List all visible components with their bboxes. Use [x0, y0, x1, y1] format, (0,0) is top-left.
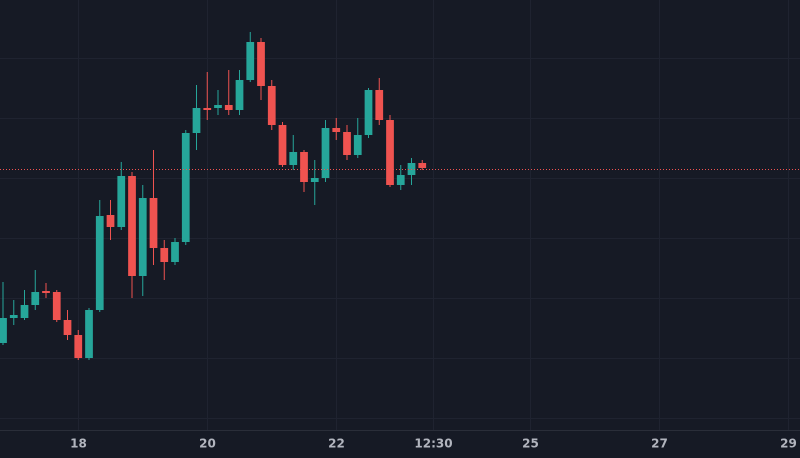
x-tick-label: 25 [522, 437, 539, 451]
candle-body [235, 80, 244, 110]
candle-body [181, 133, 190, 242]
candle-body [52, 292, 61, 320]
candle-body [95, 216, 104, 310]
candle-body [31, 292, 40, 305]
candle-body [321, 128, 330, 178]
candle-body [386, 120, 394, 185]
candle-body [278, 125, 287, 165]
candle-body [20, 305, 29, 318]
x-tick-label: 20 [199, 437, 216, 451]
candle-body [246, 42, 255, 80]
x-tick-label: 12:30 [414, 437, 452, 451]
candle-body [375, 90, 384, 120]
candle-body [418, 163, 427, 168]
candle-body [343, 132, 351, 155]
candle-body [267, 86, 276, 125]
candle-body [171, 242, 179, 262]
candle-body [85, 310, 93, 358]
candle-body [42, 291, 50, 293]
candle-body [364, 90, 373, 135]
candle-body [63, 320, 72, 335]
candle-body [353, 135, 362, 155]
candle-body [117, 176, 126, 227]
candle-body [0, 318, 7, 343]
x-tick-label: 27 [651, 437, 668, 451]
candle-body [289, 152, 298, 165]
x-tick-label: 22 [328, 437, 345, 451]
candle-body [224, 105, 233, 110]
candle-body [160, 248, 169, 262]
candle-body [192, 108, 201, 133]
x-tick-label: 29 [780, 437, 797, 451]
candle-body [9, 315, 18, 318]
candle-body [300, 152, 308, 182]
candle-body [203, 108, 212, 110]
candle-body [214, 105, 222, 108]
candle-body [128, 176, 136, 276]
candle-body [310, 178, 319, 182]
x-tick-label: 18 [70, 437, 87, 451]
candle-body [149, 198, 158, 248]
candle-body [106, 215, 115, 227]
candle-body [396, 175, 405, 185]
candle-body [332, 128, 341, 132]
candle-body [74, 335, 83, 358]
candle-body [138, 198, 147, 276]
candle-body [257, 42, 265, 86]
